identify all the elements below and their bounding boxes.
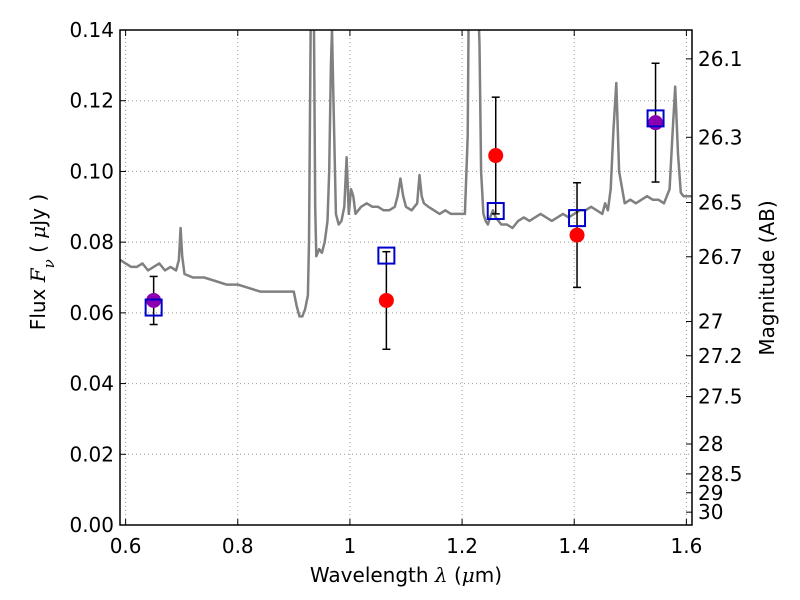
y-axis-label: Flux Fν ( μJy ) — [26, 194, 58, 330]
observed-point — [378, 292, 394, 308]
mag-tick-label: 26.7 — [698, 245, 743, 269]
y2-axis-label: Magnitude (AB) — [755, 200, 779, 355]
observed-point — [569, 227, 585, 243]
mag-tick-label: 26.1 — [698, 47, 743, 71]
x-axis-label: Wavelength λ (μm) — [310, 563, 502, 587]
model-point — [486, 202, 505, 221]
y-tick-label: 0.12 — [69, 89, 114, 113]
axis-label-part: ( — [448, 563, 462, 587]
y-tick-label: 0.10 — [69, 159, 114, 183]
model-point — [646, 109, 665, 128]
x-tick-label: 0.8 — [222, 534, 254, 558]
plot-frame — [119, 29, 693, 526]
x-tick-label: 1.4 — [558, 534, 590, 558]
observed-point — [648, 115, 664, 131]
mag-tick-label: 30 — [698, 500, 723, 524]
model-point — [377, 246, 396, 265]
x-tick-label: 0.6 — [110, 534, 142, 558]
ticks-group: 0.6 0.8 1 1.2 1.4 1.6 0.00 0.02 0.04 0.06 0.08 0.10… — [69, 18, 742, 558]
observed-points-group — [146, 115, 664, 308]
axis-label-part: μ — [26, 226, 50, 239]
y-tick-label: 0.04 — [69, 372, 114, 396]
mag-tick-label: 27.2 — [698, 344, 743, 368]
model-point — [144, 298, 163, 317]
model-point — [568, 209, 587, 228]
plot-background — [120, 30, 692, 525]
y-tick-label: 0.02 — [69, 442, 114, 466]
axis-label-part: ( — [26, 239, 50, 260]
x-tick-label: 1 — [344, 534, 357, 558]
y-tick-label: 0.08 — [69, 230, 114, 254]
y-tick-label: 0.06 — [69, 301, 114, 325]
axis-label-part: Flux — [26, 282, 50, 330]
mag-tick-label: 26.5 — [698, 191, 743, 215]
mag-tick-label: 29 — [698, 481, 723, 505]
axis-label-part: λ — [434, 563, 448, 587]
mag-tick-label: 28.5 — [698, 462, 743, 486]
spectrum-line — [120, 30, 692, 318]
x-tick-label: 1.2 — [446, 534, 478, 558]
axis-label-part: F — [26, 267, 50, 283]
mag-tick-label: 28 — [698, 432, 723, 456]
mag-tick-label: 26.3 — [698, 125, 743, 149]
model-points-group — [144, 109, 665, 317]
axis-label-part: μ — [462, 563, 475, 587]
y-tick-label: 0.00 — [69, 513, 114, 537]
axis-label-part: Wavelength — [310, 563, 435, 587]
axis-label-part: m) — [475, 563, 502, 587]
spectrum-group — [120, 30, 692, 318]
mag-tick-label: 27 — [698, 310, 723, 334]
mag-tick-label: 27.5 — [698, 385, 743, 409]
x-tick-label: 1.6 — [670, 534, 702, 558]
observed-point — [488, 148, 504, 164]
y-tick-label: 0.14 — [69, 18, 114, 42]
axis-label-part: ν — [40, 259, 58, 268]
axis-label-part: Jy ) — [26, 194, 50, 228]
